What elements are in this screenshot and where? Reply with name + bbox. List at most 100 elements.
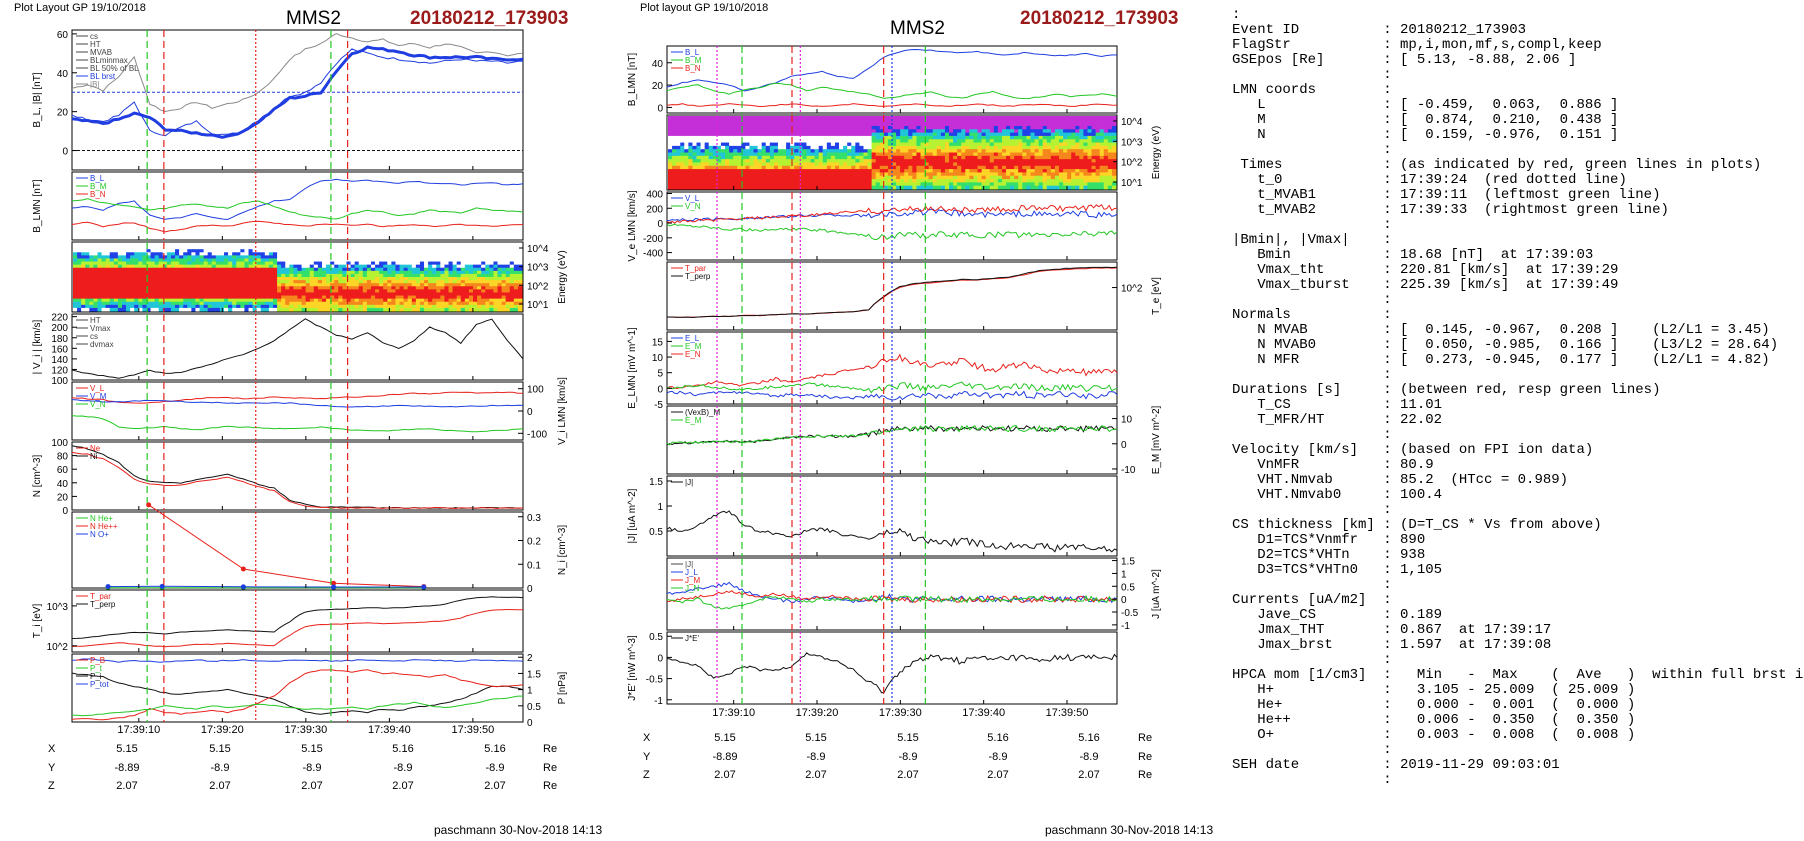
heatmap-cell [834, 142, 840, 147]
heatmap-cell [847, 132, 852, 137]
heatmap-cell [1034, 122, 1040, 127]
heatmap-cell [464, 246, 470, 250]
heatmap-cell [379, 249, 384, 253]
heatmap-cell [757, 159, 763, 164]
heatmap-cell [810, 116, 816, 120]
heatmap-cell [256, 304, 262, 309]
series-line [71, 220, 523, 233]
heatmap-cell [977, 125, 983, 130]
heatmap-cell [993, 139, 999, 144]
heatmap-cell [777, 125, 783, 130]
heatmap-cell [953, 116, 958, 120]
heatmap-cell [407, 292, 413, 297]
heatmap-cell [509, 301, 515, 306]
heatmap-cell [887, 142, 893, 147]
heatmap-cell [383, 289, 388, 294]
heatmap-cell [334, 277, 339, 281]
heatmap-cell [920, 182, 926, 187]
heatmap-cell [782, 159, 787, 164]
heatmap-cell [1067, 116, 1072, 120]
heatmap-cell [228, 298, 233, 303]
heatmap-cell [1022, 165, 1027, 170]
heatmap-cell [138, 255, 143, 260]
heatmap-cell [684, 185, 689, 190]
heatmap-cell [187, 267, 192, 272]
heatmap-cell [203, 298, 209, 303]
heatmap-cell [113, 283, 119, 287]
heatmap-cell [485, 304, 490, 309]
heatmap-cell [415, 255, 421, 260]
heatmap-cell [448, 283, 454, 287]
heatmap-cell [305, 289, 311, 294]
heatmap-cell [187, 292, 192, 297]
heatmap-cell [240, 258, 246, 263]
heatmap-cell [672, 129, 677, 134]
heatmap-cell [477, 267, 482, 272]
heatmap-cell [407, 270, 413, 275]
heatmap-cell [1001, 135, 1007, 140]
heatmap-cell [737, 119, 742, 124]
heatmap-cell [843, 155, 848, 160]
heatmap-cell [154, 283, 160, 287]
heatmap-cell [207, 255, 213, 260]
y-tick-label: 140 [51, 355, 68, 366]
heatmap-cell [989, 179, 995, 183]
heatmap-cell [1014, 162, 1019, 167]
heatmap-cell [142, 258, 148, 263]
heatmap-cell [330, 289, 335, 294]
heatmap-cell [761, 159, 767, 164]
heatmap-cell [260, 252, 266, 256]
heatmap-cell [668, 145, 673, 150]
heatmap-cell [399, 289, 405, 294]
heatmap-cell [130, 243, 135, 247]
heatmap-cell [773, 159, 779, 164]
heatmap-cell [236, 270, 241, 275]
heatmap-cell [228, 255, 233, 260]
heatmap-cell [684, 119, 689, 124]
heatmap-cell [81, 295, 86, 300]
heatmap-cell [704, 165, 710, 170]
heatmap-cell [965, 142, 970, 147]
heatmap-cell [89, 261, 95, 266]
heatmap-cell [505, 273, 511, 278]
heatmap-cell [896, 149, 901, 154]
heatmap-cell [798, 172, 803, 177]
heatmap-cell [468, 252, 474, 256]
heatmap-cell [989, 172, 995, 177]
heatmap-cell [289, 270, 295, 275]
heatmap-cell [777, 172, 783, 177]
heatmap-cell [154, 295, 160, 300]
heatmap-cell [782, 149, 787, 154]
heatmap-cell [187, 289, 192, 294]
heatmap-cell [904, 169, 909, 174]
heatmap-cell [949, 165, 954, 170]
heatmap-cell [883, 129, 889, 134]
heatmap-cell [509, 292, 515, 297]
heatmap-cell [293, 277, 299, 281]
heatmap-cell [411, 243, 417, 247]
heatmap-cell [444, 304, 450, 309]
panel-frame [71, 381, 524, 441]
heatmap-cell [179, 295, 184, 300]
orbit-unit: Re [543, 743, 557, 755]
heatmap-cell [904, 172, 909, 177]
heatmap-cell [769, 122, 775, 127]
heatmap-cell [830, 122, 836, 127]
heatmap-cell [867, 129, 873, 134]
heatmap-cell [338, 267, 343, 272]
heatmap-cell [256, 273, 262, 278]
heatmap-cell [1046, 129, 1052, 134]
heatmap-cell [391, 264, 397, 269]
heatmap-cell [961, 162, 966, 167]
heatmap-cell [1018, 119, 1023, 124]
heatmap-cell [93, 255, 99, 260]
heatmap-cell [867, 155, 873, 160]
heatmap-cell [1046, 162, 1052, 167]
heatmap-cell [883, 175, 889, 180]
heatmap-cell [215, 249, 221, 253]
heatmap-cell [481, 283, 486, 287]
heatmap-cell [452, 295, 458, 300]
heatmap-cell [949, 155, 954, 160]
heatmap-cell [757, 125, 763, 130]
heatmap-cell [313, 277, 319, 281]
